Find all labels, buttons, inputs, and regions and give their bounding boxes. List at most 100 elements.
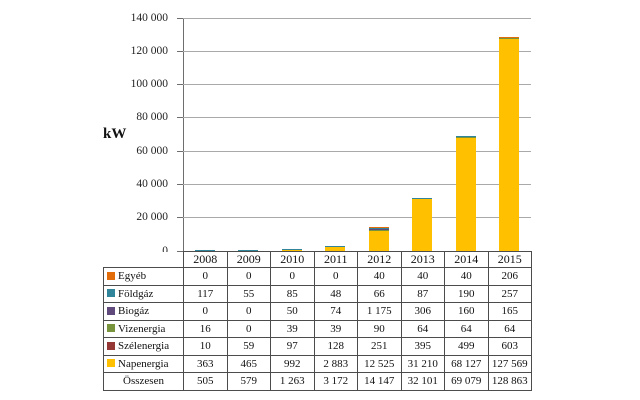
year-header: 2013: [400, 251, 445, 268]
year-header: 2014: [444, 251, 489, 268]
value-cell: 0: [313, 267, 358, 286]
legend-cell: Egyéb: [103, 267, 184, 286]
value-cell: 1 175: [357, 302, 402, 321]
value-cell: 16: [183, 319, 228, 338]
y-axis-title: kW: [103, 126, 127, 142]
value-cell: 499: [444, 337, 489, 356]
value-cell: 2 883: [313, 354, 358, 373]
totals-label: Összesen: [103, 372, 184, 391]
legend-cell: Biogáz: [103, 302, 184, 321]
plot-area: [183, 17, 531, 251]
y-tick-label: 0: [162, 244, 168, 257]
total-value-cell: 579: [226, 372, 271, 391]
value-cell: 465: [226, 354, 271, 373]
series-label: Egyéb: [118, 270, 147, 283]
value-cell: 74: [313, 302, 358, 321]
total-value-cell: 14 147: [357, 372, 402, 391]
value-cell: 59: [226, 337, 271, 356]
bar-segment-napenergia: [455, 137, 476, 251]
value-cell: 64: [444, 319, 489, 338]
y-tick-label: 40 000: [136, 177, 168, 190]
table-row: Biogáz 0 0 50 74 1 175 306 160 165: [103, 302, 532, 321]
value-cell: 603: [487, 337, 532, 356]
value-cell: 0: [226, 267, 271, 286]
y-tick-mark: [177, 17, 183, 19]
value-cell: 87: [400, 284, 445, 303]
year-header: 2012: [357, 251, 402, 268]
y-tick-label: 140 000: [130, 11, 168, 24]
value-cell: 0: [183, 267, 228, 286]
bar-segment-napenergia: [325, 246, 346, 251]
value-cell: 85: [270, 284, 315, 303]
legend-cell: Napenergia: [103, 354, 184, 373]
value-cell: 0: [270, 267, 315, 286]
bar-segment-szélenergia: [412, 198, 433, 200]
y-tick-mark: [177, 250, 183, 252]
value-cell: 40: [357, 267, 402, 286]
bar-segment-biogáz: [412, 197, 433, 199]
series-label: Biogáz: [118, 305, 150, 318]
value-cell: 97: [270, 337, 315, 356]
table-row: Vizenergia 16 0 39 39 90 64 64 64: [103, 319, 532, 338]
value-cell: 64: [487, 319, 532, 338]
value-cell: 48: [313, 284, 358, 303]
legend-cell: Szélenergia: [103, 337, 184, 356]
year-header: 2011: [313, 251, 358, 268]
table-corner-cell: [103, 251, 184, 268]
value-cell: 68 127: [444, 354, 489, 373]
legend-cell: Vizenergia: [103, 319, 184, 338]
value-cell: 64: [400, 319, 445, 338]
value-cell: 12 525: [357, 354, 402, 373]
y-axis-line: [183, 18, 184, 251]
value-cell: 55: [226, 284, 271, 303]
y-tick-label: 100 000: [130, 78, 168, 91]
total-value-cell: 1 263: [270, 372, 315, 391]
table-row: Szélenergia 10 59 97 128 251 395 499 603: [103, 337, 532, 356]
y-tick-label: 80 000: [136, 111, 168, 124]
bar-segment-napenergia: [368, 230, 389, 251]
value-cell: 251: [357, 337, 402, 356]
value-cell: 50: [270, 302, 315, 321]
table-row: Egyéb 0 0 0 0 40 40 40 206: [103, 267, 532, 286]
value-cell: 127 569: [487, 354, 532, 373]
y-tick-mark: [177, 84, 183, 86]
bar-segment-napenergia: [238, 250, 259, 251]
value-cell: 363: [183, 354, 228, 373]
y-tick-label: 60 000: [136, 144, 168, 157]
value-cell: 0: [183, 302, 228, 321]
series-label: Napenergia: [118, 357, 169, 370]
gridline: [183, 84, 531, 86]
legend-swatch-icon: [107, 306, 115, 315]
year-header: 2008: [183, 251, 228, 268]
table-row: Földgáz 117 55 85 48 66 87 190 257: [103, 284, 532, 303]
total-value-cell: 3 172: [313, 372, 358, 391]
year-header: 2010: [270, 251, 315, 268]
value-cell: 0: [226, 302, 271, 321]
series-label: Szélenergia: [118, 340, 170, 353]
gridline: [183, 50, 531, 52]
gridline: [183, 150, 531, 152]
totals-row: Összesen 505 579 1 263 3 172 14 147 32 101 69 0…: [103, 372, 532, 391]
value-cell: 66: [357, 284, 402, 303]
year-header: 2009: [226, 251, 271, 268]
value-cell: 992: [270, 354, 315, 373]
legend-swatch-icon: [107, 359, 115, 368]
value-cell: 39: [313, 319, 358, 338]
bar-segment-napenergia: [194, 250, 215, 251]
value-cell: 0: [226, 319, 271, 338]
value-cell: 117: [183, 284, 228, 303]
y-tick-mark: [177, 217, 183, 219]
series-label: Földgáz: [118, 287, 154, 300]
gridline: [183, 183, 531, 185]
gridline: [183, 17, 531, 19]
y-tick-mark: [177, 50, 183, 52]
y-tick-label: 120 000: [130, 44, 168, 57]
bar-segment-szélenergia: [499, 37, 520, 39]
value-cell: 206: [487, 267, 532, 286]
legend-swatch-icon: [107, 324, 115, 333]
bar-segment-napenergia: [281, 249, 302, 251]
value-cell: 306: [400, 302, 445, 321]
value-cell: 10: [183, 337, 228, 356]
total-value-cell: 128 863: [487, 372, 532, 391]
total-value-cell: 32 101: [400, 372, 445, 391]
